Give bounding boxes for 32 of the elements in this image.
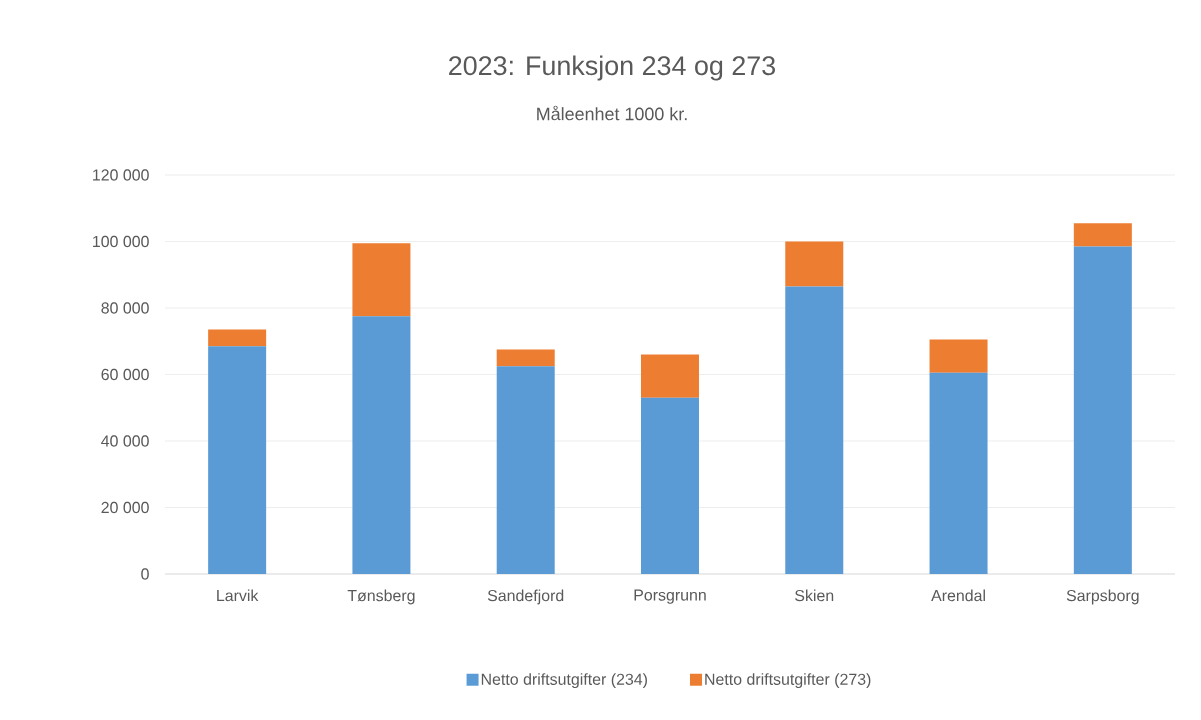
legend-label: Netto driftsutgifter (273)	[705, 673, 871, 689]
y-tick-label: 20 000	[101, 501, 149, 514]
bar	[929, 339, 988, 373]
bar	[1073, 246, 1132, 574]
bar	[496, 349, 555, 367]
y-tick-label: 80 000	[101, 302, 149, 314]
x-tick-label: Porsgrunn	[634, 589, 706, 604]
chart-subtitle: Måleenhet 1000 kr.	[537, 105, 687, 121]
x-tick-label: Sarpsborg	[1066, 589, 1139, 605]
y-tick-label: 0	[141, 568, 149, 580]
y-tick-label: 40 000	[101, 435, 149, 447]
bar	[640, 354, 699, 398]
bar	[785, 286, 844, 574]
bar	[208, 329, 267, 347]
bar	[352, 316, 411, 574]
y-tick-label: 120 000	[93, 169, 149, 181]
bar	[208, 346, 267, 574]
x-tick-label: Skien	[795, 589, 834, 602]
x-tick-label: Sandefjord	[487, 589, 564, 605]
bar	[640, 397, 699, 574]
x-tick-label: Arendal	[931, 589, 985, 602]
chart-title: 2023: Funksjon 234 og 273	[449, 55, 776, 81]
y-tick-label: 100 000	[93, 235, 149, 248]
legend-label: Netto driftsutgifter (234)	[481, 673, 647, 689]
x-tick-label: Tønsberg	[347, 589, 415, 605]
bar	[496, 366, 555, 574]
bar	[1073, 223, 1132, 247]
x-tick-label: Larvik	[217, 589, 259, 602]
y-tick-label: 60 000	[101, 368, 149, 381]
bar	[929, 372, 988, 574]
bar	[785, 241, 844, 287]
bar	[352, 243, 411, 317]
